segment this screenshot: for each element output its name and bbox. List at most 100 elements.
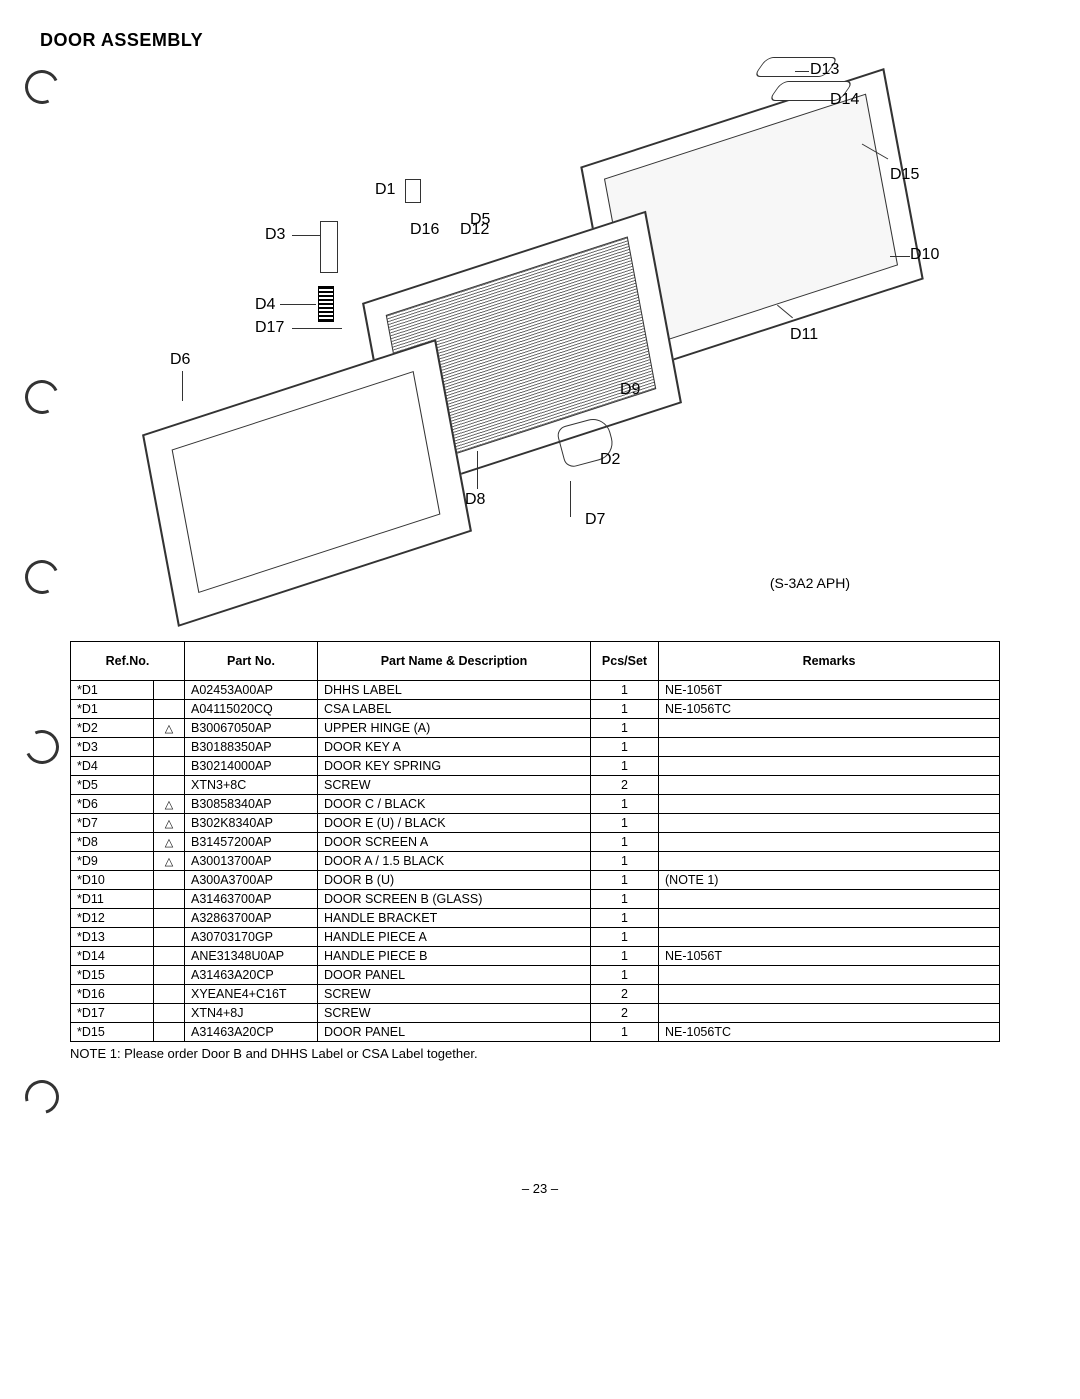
cell-rem: NE-1056T	[659, 681, 1000, 700]
cell-rem: NE-1056TC	[659, 1023, 1000, 1042]
note-1: NOTE 1: Please order Door B and DHHS Lab…	[70, 1046, 1040, 1061]
cell-part: A300A3700AP	[185, 871, 318, 890]
cell-rem: NE-1056TC	[659, 700, 1000, 719]
cell-desc: SCREW	[318, 985, 591, 1004]
label-d7: D7	[585, 511, 605, 529]
cell-rem	[659, 1004, 1000, 1023]
cell-desc: DOOR PANEL	[318, 966, 591, 985]
cell-pcs: 1	[591, 833, 659, 852]
table-row: *D6△B30858340APDOOR C / BLACK1	[71, 795, 1000, 814]
cell-ref: *D12	[71, 909, 154, 928]
cell-ref: *D3	[71, 738, 154, 757]
cell-pcs: 1	[591, 700, 659, 719]
cell-desc: DOOR SCREEN A	[318, 833, 591, 852]
table-row: *D3B30188350APDOOR KEY A1	[71, 738, 1000, 757]
cell-rem: NE-1056T	[659, 947, 1000, 966]
cell-ref: *D14	[71, 947, 154, 966]
cell-ref: *D16	[71, 985, 154, 1004]
table-row: *D10A300A3700APDOOR B (U)1(NOTE 1)	[71, 871, 1000, 890]
table-row: *D9△A30013700APDOOR A / 1.5 BLACK1	[71, 852, 1000, 871]
cell-part: B30214000AP	[185, 757, 318, 776]
label-d11: D11	[790, 326, 818, 344]
cell-pcs: 1	[591, 871, 659, 890]
cell-mark: △	[154, 833, 185, 852]
cell-mark	[154, 890, 185, 909]
cell-desc: UPPER HINGE (A)	[318, 719, 591, 738]
cell-desc: HANDLE PIECE A	[318, 928, 591, 947]
cell-part: A30013700AP	[185, 852, 318, 871]
cell-desc: CSA LABEL	[318, 700, 591, 719]
cell-mark	[154, 1023, 185, 1042]
cell-pcs: 1	[591, 738, 659, 757]
label-d15: D15	[890, 166, 919, 184]
table-row: *D5XTN3+8CSCREW2	[71, 776, 1000, 795]
cell-ref: *D7	[71, 814, 154, 833]
cell-ref: *D13	[71, 928, 154, 947]
cell-pcs: 1	[591, 757, 659, 776]
cell-rem	[659, 890, 1000, 909]
cell-part: A31463700AP	[185, 890, 318, 909]
cell-part: A31463A20CP	[185, 1023, 318, 1042]
cell-pcs: 1	[591, 1023, 659, 1042]
cell-desc: DHHS LABEL	[318, 681, 591, 700]
cell-mark	[154, 966, 185, 985]
cell-part: ANE31348U0AP	[185, 947, 318, 966]
cell-rem	[659, 966, 1000, 985]
label-d9: D9	[620, 381, 640, 399]
cell-ref: *D9	[71, 852, 154, 871]
cell-pcs: 2	[591, 985, 659, 1004]
cell-ref: *D4	[71, 757, 154, 776]
cell-ref: *D11	[71, 890, 154, 909]
table-row: *D14ANE31348U0APHANDLE PIECE B1NE-1056T	[71, 947, 1000, 966]
th-pcs: Pcs/Set	[591, 642, 659, 681]
cell-pcs: 1	[591, 719, 659, 738]
table-row: *D12A32863700APHANDLE BRACKET1	[71, 909, 1000, 928]
cell-part: B302K8340AP	[185, 814, 318, 833]
label-d17: D17	[255, 319, 284, 337]
cell-desc: DOOR KEY SPRING	[318, 757, 591, 776]
cell-mark	[154, 700, 185, 719]
cell-part: B30067050AP	[185, 719, 318, 738]
table-row: *D16 XYEANE4+C16TSCREW2	[71, 985, 1000, 1004]
cell-mark	[154, 909, 185, 928]
cell-desc: DOOR KEY A	[318, 738, 591, 757]
cell-mark: △	[154, 795, 185, 814]
cell-mark	[154, 757, 185, 776]
table-row: *D15A31463A20CPDOOR PANEL1	[71, 966, 1000, 985]
cell-ref: *D5	[71, 776, 154, 795]
th-desc: Part Name & Description	[318, 642, 591, 681]
cell-ref: *D10	[71, 871, 154, 890]
cell-part: XYEANE4+C16T	[185, 985, 318, 1004]
cell-pcs: 1	[591, 928, 659, 947]
cell-rem	[659, 795, 1000, 814]
table-row: *D7△B302K8340APDOOR E (U) / BLACK1	[71, 814, 1000, 833]
cell-rem: (NOTE 1)	[659, 871, 1000, 890]
cell-part: B30858340AP	[185, 795, 318, 814]
th-part: Part No.	[185, 642, 318, 681]
cell-pcs: 1	[591, 947, 659, 966]
cell-part: A32863700AP	[185, 909, 318, 928]
cell-mark: △	[154, 852, 185, 871]
table-row: *D11 A31463700APDOOR SCREEN B (GLASS)1	[71, 890, 1000, 909]
cell-mark	[154, 776, 185, 795]
drawing-code: (S-3A2 APH)	[770, 575, 850, 591]
table-row: *D4 B30214000APDOOR KEY SPRING1	[71, 757, 1000, 776]
label-d12: D12	[460, 221, 489, 239]
label-d14: D14	[830, 91, 859, 109]
label-d6: D6	[170, 351, 190, 369]
cell-desc: DOOR SCREEN B (GLASS)	[318, 890, 591, 909]
th-rem: Remarks	[659, 642, 1000, 681]
cell-desc: DOOR PANEL	[318, 1023, 591, 1042]
parts-table: Ref.No. Part No. Part Name & Description…	[70, 641, 1000, 1042]
cell-pcs: 1	[591, 852, 659, 871]
cell-rem	[659, 719, 1000, 738]
cell-mark	[154, 738, 185, 757]
cell-ref: *D1	[71, 681, 154, 700]
cell-pcs: 1	[591, 890, 659, 909]
cell-ref: *D15	[71, 966, 154, 985]
cell-part: XTN3+8C	[185, 776, 318, 795]
cell-ref: *D8	[71, 833, 154, 852]
cell-pcs: 1	[591, 966, 659, 985]
table-row: *D15A31463A20CPDOOR PANEL1NE-1056TC	[71, 1023, 1000, 1042]
cell-desc: DOOR C / BLACK	[318, 795, 591, 814]
